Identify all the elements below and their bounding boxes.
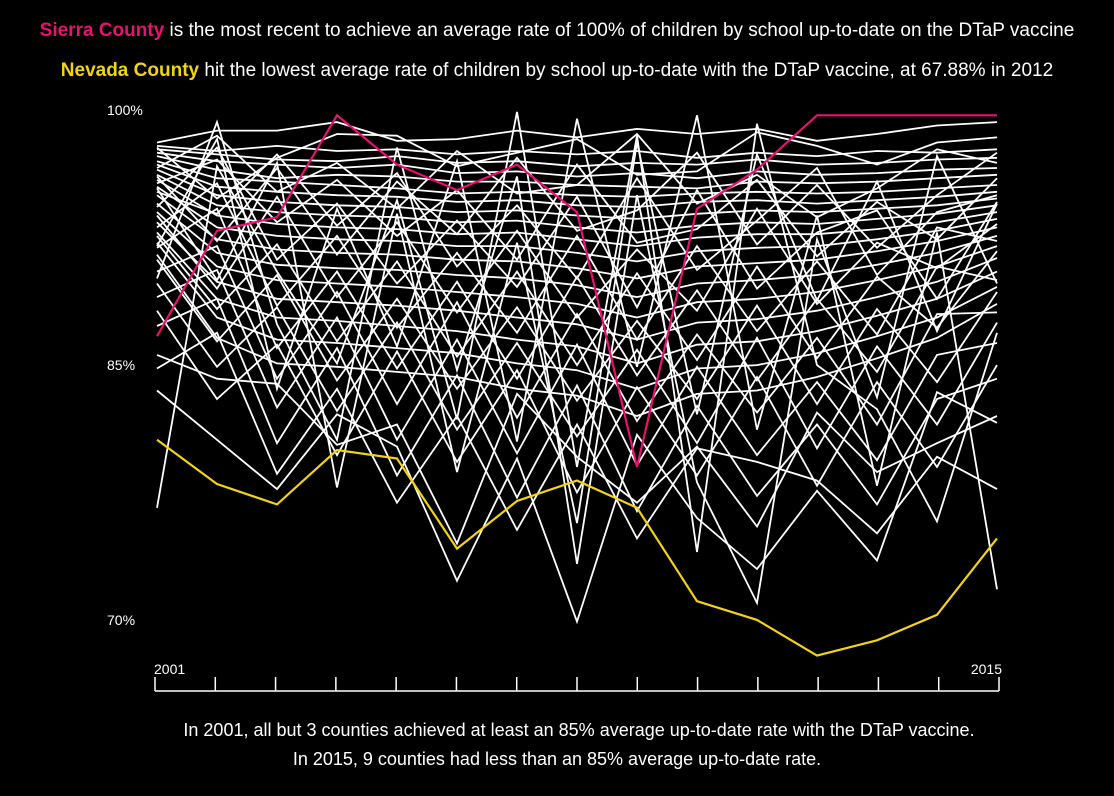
nevada-county-line xyxy=(156,438,998,657)
headline-nevada: Nevada County hit the lowest average rat… xyxy=(0,60,1114,82)
county-line xyxy=(156,151,998,257)
county-line xyxy=(156,179,998,248)
sierra-county-label: Sierra County xyxy=(39,20,165,41)
county-line xyxy=(156,194,998,280)
highlighted-county-lines xyxy=(156,113,998,657)
county-line xyxy=(156,354,998,546)
county-line xyxy=(156,163,998,208)
county-line xyxy=(156,331,998,541)
county-line xyxy=(156,181,998,342)
county-line xyxy=(156,195,998,319)
county-line xyxy=(156,115,998,590)
y-tick-label: 100% xyxy=(107,102,143,118)
county-line xyxy=(156,121,998,144)
y-axis: 100% 85% 70% xyxy=(107,102,143,628)
footnote-2015: In 2015, 9 counties had less than an 85%… xyxy=(292,749,822,769)
y-tick-label: 70% xyxy=(107,612,135,628)
county-line xyxy=(156,310,998,495)
y-tick-label: 85% xyxy=(107,357,135,373)
county-line xyxy=(156,202,998,299)
x-axis: 2001 2015 xyxy=(154,661,1002,692)
county-line xyxy=(156,221,998,341)
county-line xyxy=(156,268,998,468)
x-tick-label: 2015 xyxy=(971,661,1002,677)
county-line xyxy=(156,142,998,524)
county-line xyxy=(156,151,998,180)
county-line xyxy=(156,146,998,310)
x-tick-label: 2001 xyxy=(154,661,185,677)
county-line xyxy=(156,297,998,514)
county-line xyxy=(156,389,998,625)
county-line xyxy=(156,144,998,159)
footnote-2001: In 2001, all but 3 counties achieved at … xyxy=(183,720,975,740)
county-line xyxy=(156,119,998,606)
headline-sierra: Sierra County is the most recent to achi… xyxy=(0,20,1114,42)
county-line xyxy=(156,148,998,168)
headline-nevada-text: hit the lowest average rate of children … xyxy=(199,60,1054,81)
headline-sierra-text: is the most recent to achieve an average… xyxy=(164,20,1075,41)
county-line xyxy=(156,235,998,367)
county-line xyxy=(156,131,998,200)
county-line xyxy=(156,259,998,406)
county-lines xyxy=(156,111,998,625)
sierra-county-line xyxy=(156,113,997,468)
nevada-county-label: Nevada County xyxy=(60,60,200,81)
county-line xyxy=(156,185,998,263)
county-line xyxy=(156,207,998,382)
county-line xyxy=(156,282,998,451)
